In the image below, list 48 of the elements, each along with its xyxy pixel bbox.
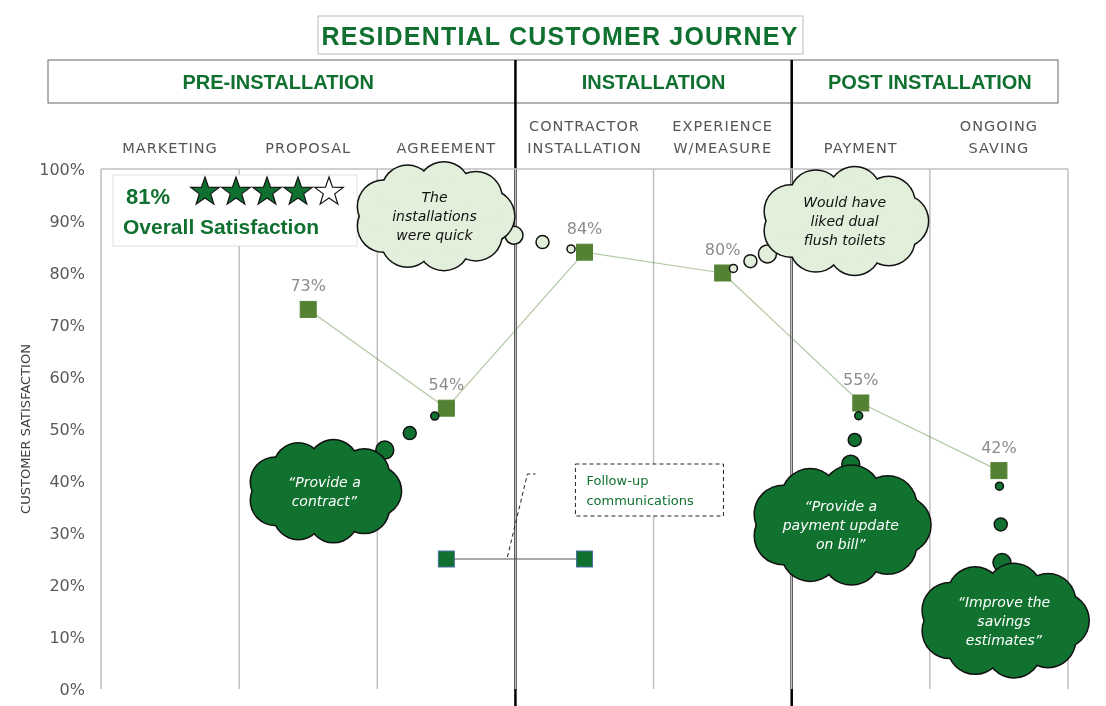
annotation: “Improve the savings estimates”: [957, 593, 1051, 648]
annotation: Would have liked dual flush toilets: [803, 194, 887, 248]
text: Follow-up communications: [586, 473, 694, 508]
point: [437, 399, 455, 417]
x-tick-label: PAYMENT: [823, 140, 898, 156]
annotation: The installations were quick: [392, 189, 477, 244]
y-tick-label: 90%: [49, 211, 85, 231]
text: PRE-INSTALLATION: [182, 71, 374, 93]
data-label: 84%: [566, 219, 603, 239]
y-tick-label: 30%: [49, 523, 85, 543]
thought-bubble-callout: “Provide a payment update on bill”: [753, 411, 932, 586]
chart-title: RESIDENTIAL CUSTOMER JOURNEY: [321, 22, 799, 50]
data-label: 54%: [428, 375, 465, 395]
point: [576, 243, 593, 261]
y-axis-title: CUSTOMER SATISFACTION: [18, 344, 33, 514]
annotation: “Provide a contract”: [287, 473, 361, 509]
y-tick-label: 100%: [39, 159, 85, 179]
x-tick-label: CONTRACTOR INSTALLATION: [527, 118, 642, 156]
data-label: 42%: [981, 437, 1017, 457]
point: [714, 264, 732, 282]
y-tick-label: 50%: [49, 419, 85, 439]
x-tick-label: EXPERIENCE W/MEASURE: [672, 118, 773, 156]
annotation: “Provide a payment update on bill”: [781, 498, 899, 552]
y-tick-label: 60%: [49, 367, 85, 387]
text: POST INSTALLATION: [828, 71, 1032, 93]
annotation: 81%: [126, 184, 171, 209]
text: INSTALLATION: [581, 71, 726, 93]
x-tick-label: AGREEMENT: [396, 140, 497, 156]
y-tick-label: 0%: [59, 679, 85, 699]
thought-bubble-callout: “Improve the savings estimates”: [921, 481, 1091, 679]
thought-bubble-callout: “Provide a contract”: [249, 411, 440, 544]
data-label: 80%: [704, 240, 741, 259]
point: [576, 550, 593, 568]
x-tick-label: ONGOING SAVING: [959, 118, 1039, 156]
annotation: Overall Satisfaction: [123, 215, 320, 238]
x-tick-label: MARKETING: [122, 140, 218, 156]
data-label: 73%: [290, 276, 326, 296]
x-tick-label: PROPOSAL: [265, 140, 352, 156]
point: [299, 300, 317, 318]
data-label: 55%: [843, 370, 879, 389]
y-tick-label: 70%: [49, 315, 85, 335]
y-tick-label: 80%: [49, 263, 85, 283]
y-tick-label: 10%: [49, 627, 85, 647]
y-tick-label: 20%: [49, 575, 85, 595]
point: [852, 394, 870, 412]
point: [437, 550, 455, 568]
point: [990, 462, 1008, 480]
y-tick-label: 40%: [49, 471, 85, 491]
